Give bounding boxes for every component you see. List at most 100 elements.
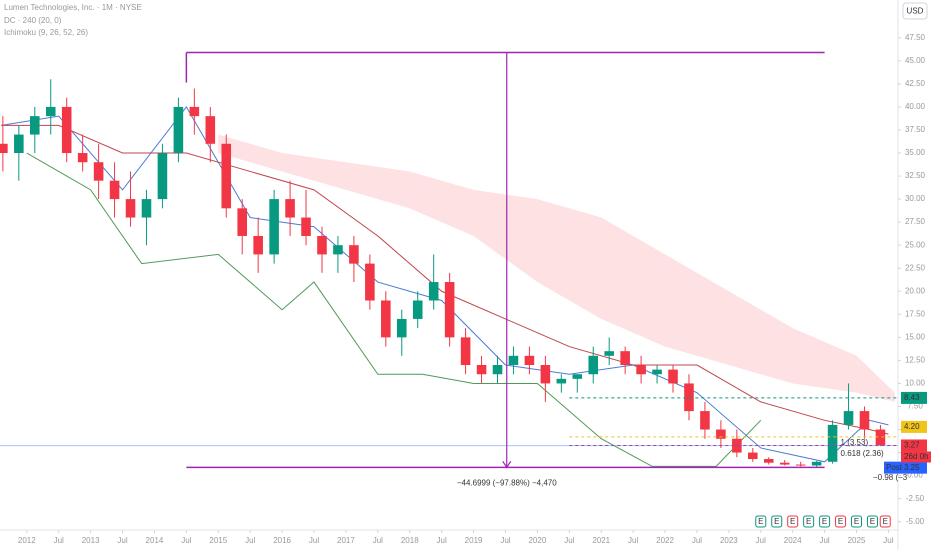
countdown-badge [901, 451, 931, 463]
x-tick-label: 2016 [273, 536, 291, 545]
candle-body [763, 459, 774, 463]
price-badge [901, 461, 927, 474]
measure-arrowhead [502, 460, 512, 469]
earnings-label: E [883, 517, 888, 526]
candle-body [811, 461, 822, 466]
candle-body [556, 378, 567, 384]
indicator-line [1, 124, 889, 435]
y-tick-label: -2.50 [906, 494, 925, 503]
price-badge-label: 3.27 [904, 441, 920, 450]
candle-body [349, 245, 359, 264]
y-tick-label: 0.00 [907, 471, 923, 480]
x-tick-label: Jul [692, 536, 702, 545]
earnings-label: E [790, 517, 795, 526]
indicator-label: DC · 240 (20, 0) [4, 16, 62, 25]
change-label: −0.98 (−3 [873, 473, 908, 482]
candle-body [859, 411, 870, 430]
x-tick-label: Jul [500, 536, 510, 545]
x-tick-label: Jul [181, 536, 191, 545]
price-badge-label: 3.25 [904, 463, 920, 472]
earnings-marker [787, 515, 799, 528]
earnings-marker [879, 515, 891, 528]
fib-label: 0.618 (2.36) [841, 449, 884, 458]
candle-body [572, 374, 583, 379]
candle-body [141, 199, 152, 218]
candle-body [253, 235, 263, 255]
earnings-marker [866, 515, 878, 528]
candle-body [29, 116, 40, 135]
indicator-label: Ichimoku (9, 26, 52, 26) [4, 28, 88, 37]
candle-body [412, 300, 423, 319]
candle-body [93, 162, 104, 181]
y-tick-label: 45.00 [905, 56, 926, 65]
candle-body [396, 318, 407, 338]
earnings-marker [851, 515, 863, 528]
earnings-label: E [822, 517, 827, 526]
y-tick-label: 32.50 [905, 171, 926, 180]
y-tick-label: 37.50 [905, 125, 926, 134]
earnings-marker [755, 515, 767, 528]
earnings-label: E [806, 517, 811, 526]
x-tick-label: 2025 [848, 536, 866, 545]
y-tick-label: 42.50 [905, 79, 926, 88]
x-tick-label: 2019 [465, 536, 483, 545]
candle-body [333, 245, 343, 255]
price-badge-label: 8.43 [904, 393, 920, 402]
earnings-label: E [774, 517, 779, 526]
candle-body [492, 365, 503, 375]
candle-body [540, 365, 551, 384]
x-tick-label: 2022 [656, 536, 674, 545]
earnings-label: E [854, 517, 859, 526]
post-label: Post [886, 463, 903, 472]
x-tick-label: Jul [373, 536, 383, 545]
earnings-label: E [758, 517, 763, 526]
candle-body [301, 217, 311, 236]
earnings-marker [803, 515, 815, 528]
candle-body [620, 351, 630, 366]
x-tick-label: Jul [564, 536, 574, 545]
cloud [218, 134, 895, 402]
candle-body [700, 411, 710, 430]
y-tick-label: 25.00 [905, 240, 926, 249]
y-tick-label: 17.50 [905, 309, 926, 318]
post-badge [884, 461, 901, 474]
candle-body [604, 351, 614, 356]
candle-body [508, 355, 519, 366]
candle-body [748, 452, 758, 460]
y-tick-label: 35.00 [905, 148, 926, 157]
earnings-label: E [870, 517, 875, 526]
x-tick-label: 2018 [401, 536, 419, 545]
x-tick-label: 2014 [146, 536, 164, 545]
candle-body [843, 411, 854, 425]
candle-body [189, 106, 200, 117]
candle-body [428, 282, 439, 301]
x-tick-label: Jul [54, 536, 64, 545]
candle-body [77, 153, 88, 163]
y-tick-label: 12.50 [905, 356, 926, 365]
x-tick-label: 2013 [82, 536, 100, 545]
y-tick-label: 40.00 [905, 102, 926, 111]
candle-body [109, 180, 120, 200]
y-tick-label: 7.50 [907, 402, 923, 411]
earnings-label: E [838, 517, 843, 526]
candle-body [125, 199, 136, 218]
candle-body [14, 134, 24, 154]
currency-label: USD [907, 7, 924, 16]
y-tick-label: 27.50 [905, 217, 926, 226]
y-tick-label: 22.50 [905, 263, 926, 272]
currency-button[interactable] [902, 2, 928, 20]
candle-body [732, 438, 742, 453]
x-tick-label: 2021 [592, 536, 610, 545]
candle-body [317, 235, 327, 255]
y-tick-label: 30.00 [905, 194, 926, 203]
x-tick-label: 2017 [337, 536, 355, 545]
candle-body [588, 355, 599, 375]
chart-title: Lumen Technologies, Inc. · 1M · NYSE [4, 3, 142, 12]
candle-body [524, 355, 535, 366]
candle-body [460, 337, 471, 366]
candle-body [875, 429, 886, 446]
x-tick-label: 2020 [528, 536, 546, 545]
candle-body [652, 369, 662, 375]
candle-body [476, 365, 487, 375]
